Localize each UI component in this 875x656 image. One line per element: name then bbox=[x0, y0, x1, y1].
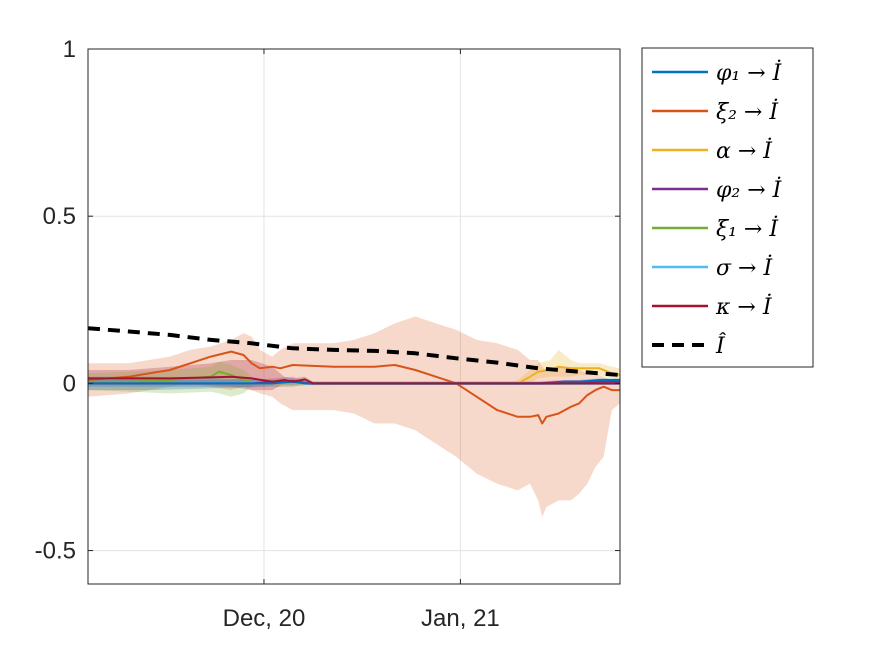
legend-label-xi1: ξ₁ → İ bbox=[716, 215, 779, 242]
line-xi2 bbox=[87, 350, 620, 425]
legend: φ₁ → İ ξ₂ → İ α → İ φ₂ → İ ξ₁ → İ σ → İ κ → İ Î bbox=[641, 47, 814, 368]
legend-label-kappa: κ → İ bbox=[715, 293, 773, 320]
band-xi2 bbox=[88, 316, 620, 518]
legend-label-phi1: φ₁ → İ bbox=[716, 59, 783, 86]
y-tick-label: -0.5 bbox=[35, 538, 76, 565]
x-tick-label: Jan, 21 bbox=[421, 605, 500, 632]
plot-area bbox=[88, 49, 620, 584]
y-tick-label: 0 bbox=[63, 370, 76, 397]
series-lines bbox=[87, 326, 621, 425]
line-ihat bbox=[87, 326, 621, 377]
axis-ticks: -0.5 0 0.5 1 Dec, 20 Jan, 21 bbox=[35, 36, 620, 632]
y-tick-label: 0.5 bbox=[43, 203, 76, 230]
plot-frame bbox=[87, 48, 621, 585]
legend-box bbox=[641, 47, 814, 368]
legend-label-phi2: φ₂ → İ bbox=[716, 176, 783, 203]
y-tick-label: 1 bbox=[63, 36, 76, 63]
legend-label-ihat: Î bbox=[715, 332, 726, 359]
legend-label-xi2: ξ₂ → İ bbox=[716, 98, 779, 125]
legend-label-sigma: σ → İ bbox=[716, 254, 773, 281]
line-xi1 bbox=[88, 370, 252, 383]
legend-label-alpha: α → İ bbox=[716, 137, 773, 164]
line-kappa bbox=[88, 375, 620, 385]
x-tick-label: Dec, 20 bbox=[223, 605, 306, 632]
